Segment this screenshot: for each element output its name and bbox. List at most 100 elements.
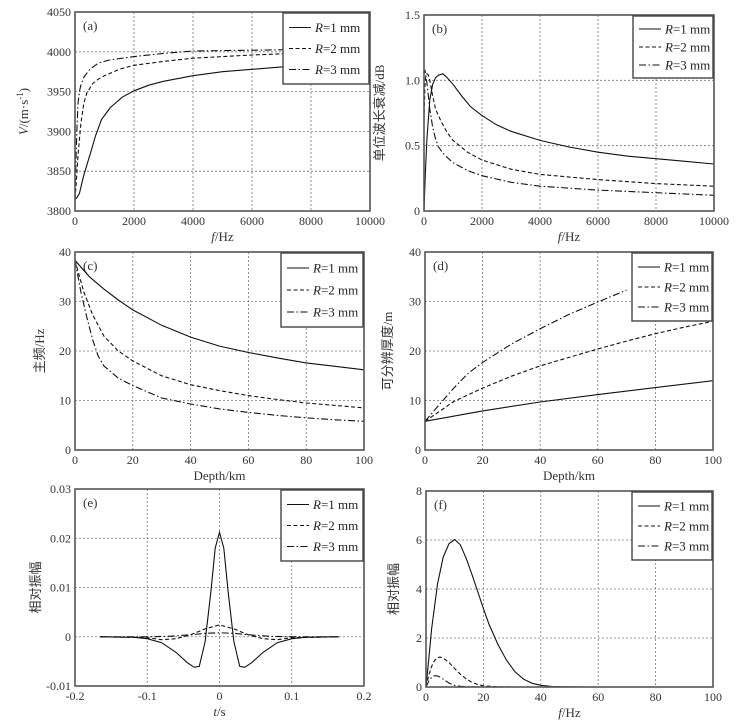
series-line-r2 — [100, 624, 339, 641]
x-tick-label: 0.2 — [357, 689, 372, 703]
x-axis-label-var: f — [558, 229, 564, 244]
legend-label-r2: R=2 mm — [663, 280, 709, 295]
x-axis-label-unit: /Hz — [562, 705, 581, 720]
legend-label-r1: R=1 mm — [663, 499, 709, 514]
legend-label-var: R — [312, 261, 321, 276]
x-axis-label: f/Hz — [558, 229, 581, 244]
y-axis-label: 相对振幅 — [386, 563, 401, 615]
panel-label: (d) — [433, 258, 448, 273]
y-tick-label: 2 — [416, 631, 422, 645]
legend-label-value: =2 mm — [321, 518, 358, 533]
plot-frame — [424, 251, 714, 451]
y-tick-label: 3900 — [47, 124, 71, 138]
x-tick-label: 6000 — [586, 214, 610, 228]
legend-label-value: =3 mm — [672, 300, 709, 315]
legend-label-var: R — [663, 519, 672, 534]
panel-label: (f) — [434, 497, 447, 512]
x-tick-label: 80 — [649, 453, 661, 467]
series-line-r1 — [100, 530, 339, 668]
y-tick-label: 0 — [415, 443, 421, 457]
legend-label-var: R — [664, 40, 673, 55]
y-tick-label: 40 — [59, 245, 71, 259]
legend-label-var: R — [312, 283, 321, 298]
series-line-r3 — [75, 48, 370, 200]
series-line-r3 — [425, 289, 627, 422]
y-tick-label: 40 — [409, 245, 421, 259]
y-tick-label: 4 — [416, 582, 422, 596]
x-axis-label: Depth/km — [194, 468, 246, 483]
legend-label-value: =3 mm — [323, 62, 360, 77]
series-line-r3 — [424, 69, 714, 196]
x-tick-label: 0 — [422, 453, 428, 467]
x-tick-label: 80 — [300, 453, 312, 467]
y-tick-label: 3800 — [47, 204, 71, 218]
x-tick-label: 0.1 — [284, 689, 299, 703]
legend-label-r1: R=1 mm — [314, 20, 360, 35]
x-tick-label: 80 — [650, 690, 662, 704]
legend: R=1 mm R=2 mm R=3 mm — [631, 491, 713, 561]
legend: R=1 mmR=2 mmR=3 mm — [632, 15, 714, 79]
y-tick-label: 8 — [416, 484, 422, 498]
plot-frame — [74, 11, 371, 212]
x-tick-label: 40 — [534, 453, 546, 467]
y-tick-label: 0 — [65, 443, 71, 457]
legend: R=1 mmR=2 mmR=3 mm — [280, 252, 364, 328]
chart-panel-c: 0 20 40 60 80 100010203040(c)Depth/km主频/HzR=1… — [32, 245, 373, 483]
legend-label-var: R — [664, 22, 673, 37]
x-axis-label-unit: /s — [217, 704, 226, 719]
y-tick-label: 10 — [409, 394, 421, 408]
chart-panel-d: 0 20 40 60 80 100 0 10 20 30 40 (d) Depth/km 可分辨厚度/m R… — [380, 245, 722, 483]
x-tick-label: 0 — [421, 214, 427, 228]
series-line-r3 — [75, 260, 364, 422]
panel-label: (b) — [432, 21, 447, 36]
legend-label-r1: R=1 mm — [663, 260, 709, 275]
legend-label-var: R — [312, 305, 321, 320]
x-tick-label: 60 — [592, 453, 604, 467]
legend-label-value: =2 mm — [672, 519, 709, 534]
y-axis-label-unit: /(m·s — [16, 100, 31, 127]
legend-label-var: R — [312, 539, 321, 554]
x-tick-label: 10000 — [699, 214, 729, 228]
x-axis-label: f/Hz — [558, 705, 581, 720]
legend-label-value: =1 mm — [672, 499, 709, 514]
series-line-r2 — [426, 656, 713, 687]
series-line-r1 — [75, 260, 364, 371]
x-axis-label-var: f — [558, 705, 564, 720]
legend-label-r3: R=3 mm — [663, 300, 709, 315]
series-line-r1 — [75, 63, 370, 200]
series-line-r1 — [424, 73, 714, 211]
legend-label-var: R — [663, 280, 672, 295]
x-tick-label: 2000 — [122, 214, 146, 228]
x-tick-label: 4000 — [528, 214, 552, 228]
y-axis-label-sup: -1 — [15, 92, 25, 100]
x-tick-label: 40 — [535, 690, 547, 704]
legend-label-r3: R=3 mm — [663, 539, 709, 554]
x-tick-label: 6000 — [240, 214, 264, 228]
series-line-r2 — [75, 50, 370, 200]
legend-label-value: =3 mm — [321, 305, 358, 320]
legend-label-r2: R=2 mm — [312, 283, 358, 298]
x-tick-label: 0 — [72, 453, 78, 467]
series-line-r1 — [426, 538, 713, 687]
legend-label-value: =1 mm — [321, 261, 358, 276]
legend-label-value: =1 mm — [321, 497, 358, 512]
series-line-r1 — [425, 380, 713, 422]
legend-label-var: R — [663, 260, 672, 275]
y-axis-label: 可分辨厚度/m — [380, 312, 395, 391]
y-axis-label: 单位波长衰减/dB — [372, 64, 387, 161]
panel-label: (a) — [83, 18, 97, 33]
legend-label-var: R — [314, 41, 323, 56]
y-axis-label-var: V — [16, 125, 31, 135]
y-tick-label: 20 — [409, 344, 421, 358]
legend-label-var: R — [312, 518, 321, 533]
legend-label-r1: R=1 mm — [312, 497, 358, 512]
chart-panel-a: 0 2000 4000 6000 8000 10000 3800 3850 3900 3950 40… — [15, 5, 385, 244]
legend-label-r3: R=3 mm — [664, 58, 710, 73]
x-tick-label: 8000 — [644, 214, 668, 228]
y-tick-label: 0 — [416, 680, 422, 694]
legend-label-r2: R=2 mm — [314, 41, 360, 56]
x-tick-label: 0 — [423, 690, 429, 704]
y-tick-label: 0.02 — [50, 531, 71, 545]
y-tick-label: 1.5 — [405, 8, 420, 22]
